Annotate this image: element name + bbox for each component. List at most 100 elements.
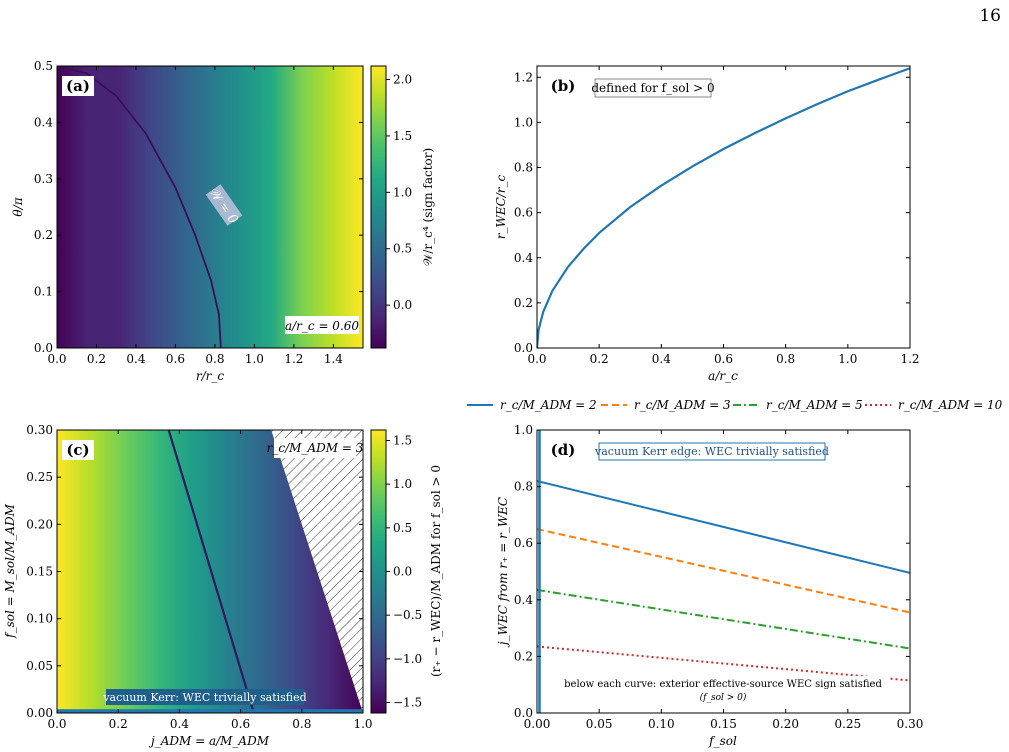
x-tick-label: 1.2 <box>900 352 919 366</box>
note-box-b <box>594 78 712 98</box>
param-label-a: a/r_c = 0.60 <box>285 319 359 333</box>
colorbar-c <box>370 429 387 714</box>
colorbar-tick-label: 0.5 <box>393 521 412 535</box>
legend-label: r_c/M_ADM = 2 <box>500 398 597 412</box>
bottom-note-d: below each curve: exterior effective-sou… <box>564 679 882 690</box>
y-tick-label: 1.0 <box>514 423 533 437</box>
panel-d: 0.00 0.05 0.10 0.15 0.20 0.25 0.30 0.0 0.2 0.4 0.6… <box>496 423 923 748</box>
colorbar-tick-label: 0.0 <box>393 298 412 312</box>
legend-label: r_c/M_ADM = 10 <box>898 398 1003 412</box>
x-tick-label: 1.4 <box>324 352 343 366</box>
colorbar-tick-label: 0.0 <box>393 565 412 579</box>
y-tick-label: 0.15 <box>26 565 53 579</box>
zero-contour-c <box>167 430 255 713</box>
colorbar-a <box>370 65 387 349</box>
colorbar-label-c: (r₊ − r_WEC)/M_ADM for f_sol > 0 <box>429 465 443 677</box>
panel-a: 0.0 0.2 0.4 0.6 0.8 1.0 1.2 1.4 0.0 0.1 0.2 0.3 0.4 0… <box>11 59 435 383</box>
y-tick-label: 0.5 <box>34 59 53 73</box>
note-d: vacuum Kerr edge: WEC trivially satisfie… <box>594 445 829 458</box>
x-tick-label: 1.0 <box>838 352 857 366</box>
page-number: 16 <box>979 6 1001 26</box>
kerr-label-box <box>106 689 304 705</box>
x-tick-label: 0.15 <box>710 717 737 731</box>
colorbar-tick-label: −0.5 <box>393 608 422 622</box>
xlabel-a: r/r_c <box>196 369 225 383</box>
y-tick-label: 0.0 <box>514 706 533 720</box>
x-tick-label: 0.8 <box>776 352 795 366</box>
panel-c: 0.0 0.2 0.4 0.6 0.8 1.0 0.00 0.05 0.10 0.15 0.20 0.… <box>3 423 443 748</box>
y-tick-label: 0.25 <box>26 470 53 484</box>
panel-label-b: (b) <box>551 77 576 95</box>
x-tick-label: 0.00 <box>524 717 551 731</box>
colorbar-tick-label: 1.5 <box>393 129 412 143</box>
y-tick-label: 0.4 <box>514 593 533 607</box>
colorbar-ticks-c: −1.5 −1.0 −0.5 0.0 0.5 1.0 1.5 <box>386 433 422 710</box>
ticks-d: 0.00 0.05 0.10 0.15 0.20 0.25 0.30 0.0 0.2 0.4 0.6… <box>514 423 923 731</box>
series-line <box>537 479 910 574</box>
ticks-b: 0.0 0.2 0.4 0.6 0.8 1.0 1.2 0.0 0.2 0.4 0.6 0.8 1.0 1… <box>514 66 920 366</box>
contour-label-box <box>205 184 243 226</box>
x-tick-label: 0.6 <box>714 352 733 366</box>
legend-label: r_c/M_ADM = 3 <box>634 398 731 412</box>
ylabel-d: j_WEC from r₊ = r_WEC <box>496 497 510 648</box>
vacuum-kerr-band <box>57 709 363 713</box>
colorbar-tick-label: 1.0 <box>393 185 412 199</box>
param-label-box-a <box>285 316 359 334</box>
x-tick-label: 0.10 <box>648 717 675 731</box>
ylabel-c: f_sol = M_sol/M_ADM <box>3 503 17 638</box>
xlabel-d: f_sol <box>708 734 737 748</box>
x-tick-label: 0.8 <box>292 717 311 731</box>
panel-label-c: (c) <box>66 441 89 459</box>
series-line <box>537 588 910 650</box>
y-tick-label: 0.1 <box>34 285 53 299</box>
y-tick-label: 0.8 <box>514 161 533 175</box>
x-tick-label: 0.0 <box>527 352 546 366</box>
legend-d: r_c/M_ADM = 2 r_c/M_ADM = 3 r_c/M_ADM = 5 r… <box>467 398 1003 412</box>
y-tick-label: 0.20 <box>26 517 53 531</box>
note-box-d <box>598 442 826 461</box>
y-tick-label: 0.4 <box>514 251 533 265</box>
colorbar-tick-label: 0.5 <box>393 242 412 256</box>
x-tick-label: 0.30 <box>897 717 924 731</box>
xlabel-b: a/r_c <box>708 369 738 383</box>
ticks-a: 0.0 0.2 0.4 0.6 0.8 1.0 1.2 1.4 0.0 0.1 0.2 0.3 0.4 0… <box>34 59 363 366</box>
x-tick-label: 0.8 <box>205 352 224 366</box>
panel-label-a: (a) <box>66 77 90 95</box>
x-tick-label: 0.4 <box>126 352 145 366</box>
x-tick-label: 0.2 <box>590 352 609 366</box>
x-tick-label: 0.2 <box>109 717 128 731</box>
y-tick-label: 0.3 <box>34 172 53 186</box>
ylabel-a: θ/π <box>11 196 25 216</box>
x-tick-label: 1.2 <box>284 352 303 366</box>
x-tick-label: 0.6 <box>231 717 250 731</box>
x-tick-label: 0.4 <box>652 352 671 366</box>
xlabel-c: j_ADM = a/M_ADM <box>148 734 270 748</box>
y-tick-label: 1.2 <box>514 70 533 84</box>
hatched-region <box>271 430 363 713</box>
y-tick-label: 0.05 <box>26 659 53 673</box>
colorbar-tick-label: −1.5 <box>393 696 422 710</box>
y-tick-label: 1.0 <box>514 115 533 129</box>
panel-label-box-a <box>62 76 94 96</box>
series-line <box>537 528 910 614</box>
y-tick-label: 0.2 <box>514 649 533 663</box>
x-tick-label: 0.2 <box>87 352 106 366</box>
y-tick-label: 0.8 <box>514 480 533 494</box>
x-tick-label: 0.6 <box>166 352 185 366</box>
x-tick-label: 0.0 <box>47 352 66 366</box>
x-tick-label: 0.0 <box>47 717 66 731</box>
contour-w-zero <box>57 66 222 348</box>
colorbar-ticks-a: 0.0 0.5 1.0 1.5 2.0 <box>386 73 412 312</box>
ticks-c: 0.0 0.2 0.4 0.6 0.8 1.0 0.00 0.05 0.10 0.15 0.20 0.… <box>26 423 372 731</box>
lines-d <box>537 430 910 713</box>
axes-frame-b <box>536 65 911 349</box>
x-tick-label: 0.05 <box>586 717 613 731</box>
y-tick-label: 0.6 <box>514 536 533 550</box>
kerr-label: vacuum Kerr: WEC trivially satisfied <box>102 691 306 704</box>
param-label-c: r_c/M_ADM = 3 <box>267 441 364 455</box>
ylabel-b: r_WEC/r_c <box>494 174 508 239</box>
x-tick-label: 0.25 <box>834 717 861 731</box>
y-tick-label: 0.10 <box>26 612 53 626</box>
bottom-note-box-d <box>556 676 890 706</box>
